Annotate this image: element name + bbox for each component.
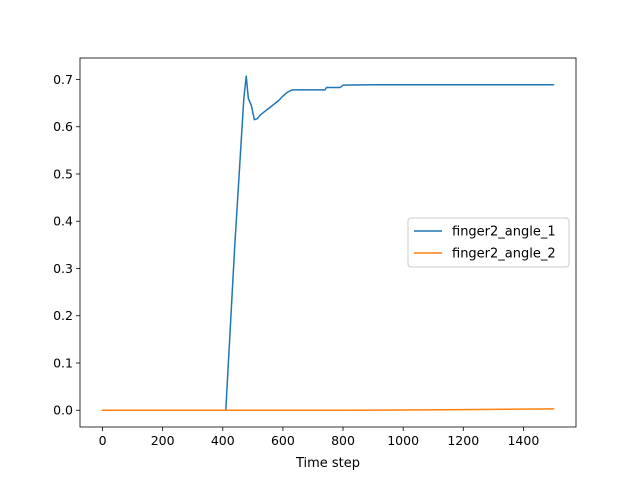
x-tick-label: 1000	[387, 433, 419, 448]
plot-frame	[79, 57, 577, 428]
y-tick-label: 0.3	[53, 261, 73, 276]
series-line-finger2_angle_1	[101, 75, 555, 411]
legend-label: finger2_angle_1	[452, 225, 556, 240]
x-tick-label: 0	[99, 433, 107, 448]
y-tick-label: 0.5	[53, 166, 73, 181]
series-layer	[101, 75, 555, 411]
x-tick-label: 600	[271, 433, 295, 448]
x-tick-label: 1400	[507, 433, 539, 448]
y-axis-ticks: 0.0 0.1 0.2 0.3 0.4 0.5 0.6 0.7	[53, 72, 80, 418]
x-tick-label: 200	[151, 433, 175, 448]
x-tick-label: 1200	[447, 433, 479, 448]
x-axis-ticks: 0 200 400 600 800 1000 1200 1400	[99, 427, 539, 448]
legend-box	[407, 217, 570, 268]
x-tick-label: 400	[211, 433, 235, 448]
series-line-finger2_angle_2	[101, 408, 555, 411]
y-tick-label: 0.2	[53, 308, 73, 323]
y-tick-label: 0.6	[53, 119, 73, 134]
x-axis-label: Time step	[295, 456, 360, 471]
y-tick-label: 0.4	[53, 214, 73, 229]
y-tick-label: 0.0	[53, 403, 73, 418]
x-tick-label: 800	[331, 433, 355, 448]
legend-label: finger2_angle_2	[452, 247, 556, 262]
y-tick-label: 0.7	[53, 72, 73, 87]
legend: finger2_angle_1 finger2_angle_2	[407, 217, 570, 268]
y-tick-label: 0.1	[53, 355, 73, 370]
